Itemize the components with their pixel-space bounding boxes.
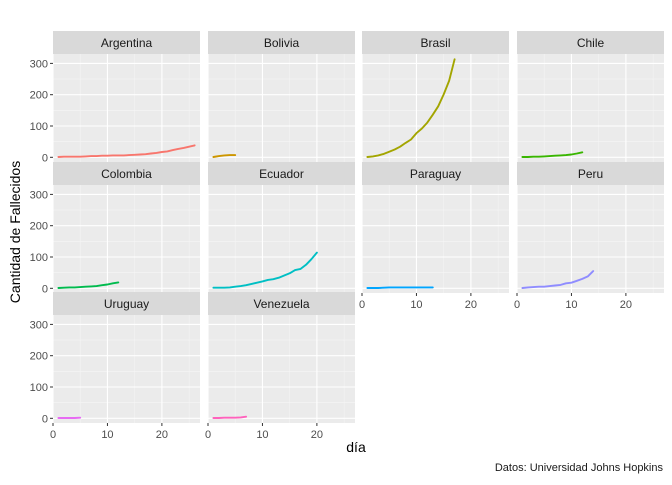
- x-tick-label: 10: [410, 299, 422, 311]
- x-tick-label: 10: [256, 429, 268, 441]
- y-tick-label: 0: [42, 283, 48, 295]
- panel-background-uruguay: [53, 315, 200, 423]
- facet-label-ecuador: Ecuador: [259, 167, 304, 181]
- x-tick-label: 20: [156, 429, 168, 441]
- x-tick-label: 0: [359, 299, 365, 311]
- panel-background-peru: [517, 185, 664, 293]
- y-tick-label: 100: [30, 252, 48, 264]
- x-tick-label: 10: [101, 429, 113, 441]
- facet-label-paraguay: Paraguay: [410, 167, 461, 181]
- x-tick-label: 20: [311, 429, 323, 441]
- y-tick-label: 300: [30, 58, 48, 70]
- x-axis-title: día: [346, 439, 366, 455]
- facet-label-venezuela: Venezuela: [253, 297, 309, 311]
- chart-caption: Datos: Universidad Johns Hopkins: [495, 462, 664, 474]
- panel-background-venezuela: [208, 315, 355, 423]
- y-tick-label: 100: [30, 121, 48, 133]
- x-tick-label: 0: [514, 299, 520, 311]
- panel-background-chile: [517, 54, 664, 162]
- series-line-paraguay: [367, 287, 432, 288]
- y-tick-label: 200: [30, 351, 48, 363]
- facet-label-argentina: Argentina: [101, 36, 153, 50]
- x-tick-label: 0: [50, 429, 56, 441]
- facet-label-chile: Chile: [577, 36, 605, 50]
- facet-label-bolivia: Bolivia: [264, 36, 300, 50]
- y-tick-label: 200: [30, 221, 48, 233]
- x-tick-label: 20: [620, 299, 632, 311]
- facet-label-uruguay: Uruguay: [104, 297, 149, 311]
- y-tick-label: 300: [30, 319, 48, 331]
- y-tick-label: 200: [30, 90, 48, 102]
- facet-label-brasil: Brasil: [420, 36, 450, 50]
- x-tick-label: 10: [565, 299, 577, 311]
- y-tick-label: 0: [42, 152, 48, 164]
- panel-background-bolivia: [208, 54, 355, 162]
- x-tick-label: 20: [465, 299, 477, 311]
- facet-label-colombia: Colombia: [101, 167, 152, 181]
- y-tick-label: 100: [30, 382, 48, 394]
- panel-background-argentina: [53, 54, 200, 162]
- y-axis-title: Cantidad de Fallecidos: [7, 161, 23, 303]
- panel-background-paraguay: [362, 185, 509, 293]
- panel-background-brasil: [362, 54, 509, 162]
- y-tick-label: 300: [30, 189, 48, 201]
- x-tick-label: 0: [205, 429, 211, 441]
- facet-label-peru: Peru: [578, 167, 603, 181]
- y-tick-label: 0: [42, 413, 48, 425]
- panel-background-colombia: [53, 185, 200, 293]
